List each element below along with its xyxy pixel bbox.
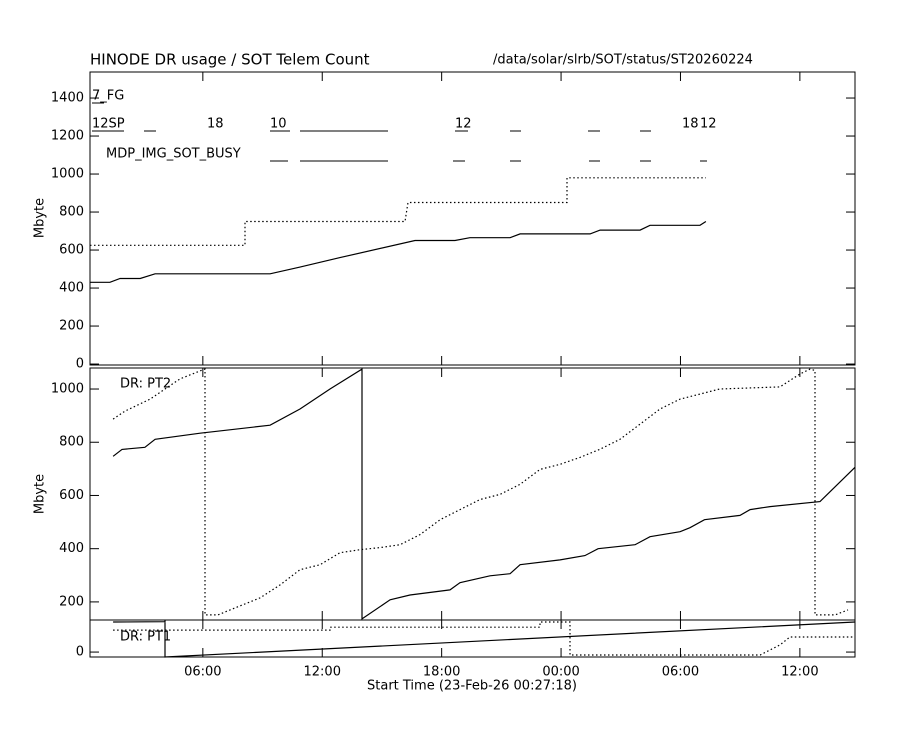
y-tick-label: 1000 (51, 382, 84, 397)
x-tick-label: 00:00 (542, 665, 579, 680)
plot-frame (89, 71, 856, 366)
x-tick-label: 06:00 (184, 665, 221, 680)
y-tick-label: 0 (76, 645, 84, 660)
y-tick-label: 400 (59, 541, 84, 556)
annotation: 12SP (92, 117, 125, 132)
y-axis-label: Mbyte (33, 198, 48, 238)
y-tick-label: 1000 (51, 167, 84, 182)
x-tick-label: 12:00 (304, 665, 341, 680)
data-line (112, 368, 856, 621)
y-tick-label: 1200 (51, 129, 84, 144)
data-line (113, 621, 855, 656)
y-tick-label: 600 (59, 243, 84, 258)
y-tick-label: 0 (76, 357, 84, 372)
plot-frame (89, 367, 856, 621)
plot-frame (89, 619, 856, 658)
annotation: 7_FG (92, 89, 124, 104)
x-tick-label: 18:00 (423, 665, 460, 680)
x-tick-label: 12:00 (781, 665, 818, 680)
y-tick-label: 1400 (51, 91, 84, 106)
y-tick-label: 800 (59, 435, 84, 450)
chart-title: HINODE DR usage / SOT Telem Count (90, 51, 370, 69)
annotation: 18 (682, 117, 699, 132)
y-tick-label: 200 (59, 594, 84, 609)
y-axis-label: Mbyte (33, 474, 48, 514)
annotation: MDP_IMG_SOT_BUSY (106, 147, 241, 162)
data-line (90, 220, 707, 283)
event-markers (92, 102, 707, 162)
annotation: 12 (455, 117, 472, 132)
y-tick-label: 600 (59, 488, 84, 503)
y-tick-label: 400 (59, 281, 84, 296)
data-line (112, 368, 849, 616)
chart-subtitle: /data/solar/slrb/SOT/status/ST20260224 (493, 53, 753, 68)
annotation: 10 (270, 117, 287, 132)
annotation: 18 (207, 117, 224, 132)
data-line (113, 620, 856, 658)
annotation: 12 (700, 117, 717, 132)
y-tick-label: 200 (59, 319, 84, 334)
data-line (90, 177, 706, 246)
y-tick-label: 800 (59, 205, 84, 220)
x-tick-label: 06:00 (662, 665, 699, 680)
x-axis-label: Start Time (23-Feb-26 00:27:18) (367, 679, 577, 694)
panel-label: DR: PT2 (120, 377, 171, 392)
panel-label: DR: PT1 (120, 630, 171, 645)
